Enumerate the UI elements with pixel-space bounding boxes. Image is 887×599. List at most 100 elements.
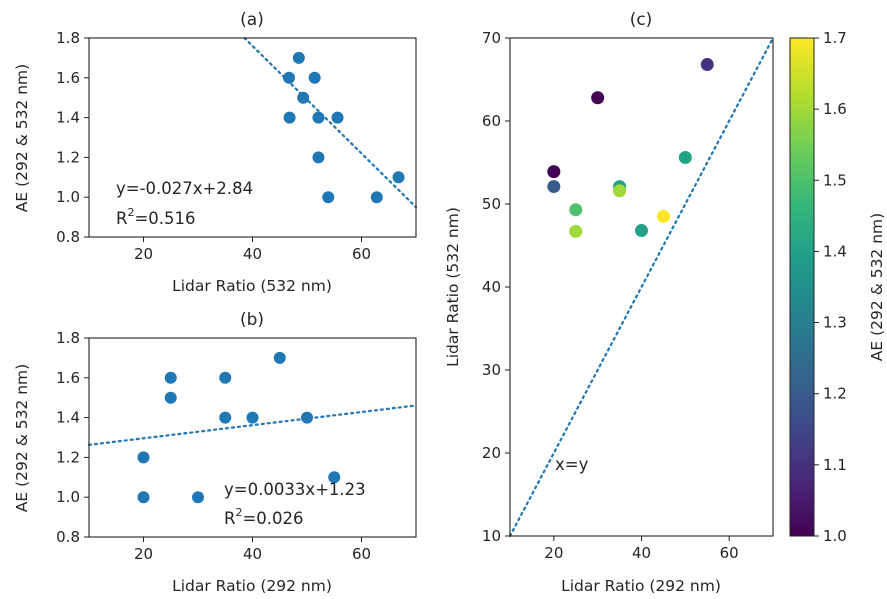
colorbar-tick-label-7: 1.7 bbox=[823, 29, 847, 47]
panel-a-y-tick-label-1: 1.0 bbox=[56, 188, 80, 206]
panel-b-point-4 bbox=[219, 411, 232, 424]
panel-c-y-tick-label-0: 10 bbox=[482, 527, 501, 545]
colorbar-tick-label-4: 1.4 bbox=[823, 242, 847, 260]
panel-a-title: (a) bbox=[240, 10, 264, 30]
panel-a-point-1 bbox=[283, 71, 296, 84]
panel-b-y-tick-label-3: 1.4 bbox=[56, 409, 80, 427]
panel-a-point-5 bbox=[312, 111, 325, 124]
panel-b: (b) 20 40 60 0.8 1.0 1.2 1.4 1.6 1.8 Lidar Rati… bbox=[13, 310, 418, 595]
panel-c-xy-annotation: x=y bbox=[555, 455, 589, 474]
panel-a-x-tick-label-2: 60 bbox=[352, 245, 371, 263]
colorbar: 1.0 1.1 1.2 1.3 1.4 1.5 1.6 1.7 AE (292 & 532 n… bbox=[789, 29, 886, 545]
panel-c-y-tick-label-3: 40 bbox=[482, 278, 501, 296]
panel-b-point-2 bbox=[219, 371, 232, 384]
panel-b-r-exponent: 2 bbox=[235, 506, 242, 519]
panel-c-y-tick-label-6: 70 bbox=[482, 29, 501, 47]
colorbar-gradient bbox=[789, 37, 815, 537]
panel-a-point-3 bbox=[297, 91, 310, 104]
panel-b-x-tick-label-0: 20 bbox=[134, 545, 153, 563]
colorbar-tick-label-6: 1.6 bbox=[823, 100, 847, 118]
panel-b-y-tick-label-1: 1.0 bbox=[56, 488, 80, 506]
panel-b-point-9 bbox=[137, 491, 150, 504]
colorbar-label: AE (292 & 532 nm) bbox=[868, 213, 886, 361]
panel-c-y-ticks: 10 20 30 40 50 60 70 bbox=[482, 29, 510, 545]
panel-c-point-0 bbox=[700, 58, 714, 72]
panel-a-point-0 bbox=[292, 51, 305, 64]
panel-b-point-0 bbox=[273, 351, 286, 364]
panel-c-y-tick-label-4: 50 bbox=[482, 195, 501, 213]
panel-c-x-tick-label-0: 20 bbox=[544, 544, 563, 562]
panel-c-x-ticks: 20 40 60 bbox=[544, 536, 739, 562]
panel-b-r-value: =0.026 bbox=[242, 509, 303, 528]
panel-a-x-label: Lidar Ratio (532 nm) bbox=[172, 277, 332, 295]
panel-a-y-tick-label-4: 1.6 bbox=[56, 69, 80, 87]
panel-b-x-ticks: 20 40 60 bbox=[134, 537, 371, 563]
panel-b-fit-line bbox=[87, 404, 418, 446]
panel-b-x-tick-label-2: 60 bbox=[352, 545, 371, 563]
panel-c-x-label: Lidar Ratio (292 nm) bbox=[561, 577, 721, 595]
panel-b-point-7 bbox=[137, 451, 150, 464]
panel-b-y-tick-label-4: 1.6 bbox=[56, 369, 80, 387]
panel-a-r-squared: R2=0.516 bbox=[116, 206, 196, 228]
panel-c-point-8 bbox=[656, 209, 670, 223]
panel-a-r-value: =0.516 bbox=[134, 209, 195, 228]
panel-a-point-7 bbox=[312, 151, 325, 164]
panel-c-y-tick-label-1: 20 bbox=[482, 444, 501, 462]
panel-c-y-tick-label-2: 30 bbox=[482, 361, 501, 379]
panel-c-point-6 bbox=[613, 184, 627, 198]
panel-a-y-ticks: 0.8 1.0 1.2 1.4 1.6 1.8 bbox=[56, 29, 89, 246]
panel-b-point-3 bbox=[164, 391, 177, 404]
panel-b-frame bbox=[88, 337, 417, 538]
panel-a-fit-equation: y=-0.027x+2.84 bbox=[116, 179, 253, 198]
panel-c-marks bbox=[508, 36, 775, 538]
panel-a-x-tick-label-0: 20 bbox=[134, 245, 153, 263]
panel-c-point-2 bbox=[547, 165, 561, 179]
panel-c-point-3 bbox=[547, 180, 561, 194]
panel-c-point-4 bbox=[678, 151, 692, 165]
panel-a-point-2 bbox=[308, 71, 321, 84]
panel-a-y-tick-label-5: 1.8 bbox=[56, 29, 80, 47]
panel-a-point-10 bbox=[370, 191, 383, 204]
colorbar-tick-label-3: 1.3 bbox=[823, 314, 847, 332]
panel-c-title: (c) bbox=[630, 10, 653, 30]
panel-a-point-9 bbox=[322, 191, 335, 204]
panel-b-point-10 bbox=[192, 491, 204, 504]
panel-c-y-tick-label-5: 60 bbox=[482, 112, 501, 130]
panel-b-y-tick-label-5: 1.8 bbox=[56, 329, 80, 347]
panel-a-r-symbol: R bbox=[116, 209, 127, 228]
panel-b-marks bbox=[87, 351, 418, 504]
panel-b-y-tick-label-2: 1.2 bbox=[56, 448, 80, 466]
panel-c-x-tick-label-1: 40 bbox=[632, 544, 651, 562]
panel-c: (c) 20 40 60 10 20 30 40 50 60 70 Lidar Ratio (2… bbox=[444, 10, 775, 595]
panel-b-point-8 bbox=[328, 471, 341, 484]
panel-c-point-10 bbox=[635, 224, 648, 238]
panel-a-frame bbox=[88, 37, 417, 238]
panel-c-identity-line bbox=[508, 36, 775, 538]
panel-c-point-7 bbox=[569, 203, 583, 217]
panel-a-point-6 bbox=[331, 111, 344, 124]
panel-b-x-tick-label-1: 40 bbox=[243, 545, 262, 563]
panel-b-point-1 bbox=[164, 371, 177, 384]
panel-b-y-label: AE (292 & 532 nm) bbox=[13, 364, 31, 512]
panel-a-x-ticks: 20 40 60 bbox=[134, 237, 371, 263]
panel-a-x-tick-label-1: 40 bbox=[243, 245, 262, 263]
panel-c-x-tick-label-2: 60 bbox=[720, 544, 739, 562]
colorbar-tick-label-1: 1.1 bbox=[823, 456, 847, 474]
panel-a-y-label: AE (292 & 532 nm) bbox=[13, 64, 31, 212]
panel-b-x-label: Lidar Ratio (292 nm) bbox=[172, 577, 332, 595]
panel-c-y-label: Lidar Ratio (532 nm) bbox=[444, 207, 462, 367]
panel-a-point-4 bbox=[283, 111, 296, 124]
panel-a-marks bbox=[243, 36, 418, 209]
panel-b-y-ticks: 0.8 1.0 1.2 1.4 1.6 1.8 bbox=[56, 329, 89, 546]
panel-a-point-8 bbox=[392, 171, 405, 184]
panel-b-r-squared: R2=0.026 bbox=[224, 506, 304, 528]
panel-a-y-tick-label-0: 0.8 bbox=[56, 228, 80, 246]
panel-c-point-9 bbox=[569, 224, 583, 238]
panel-a-fit-line bbox=[243, 36, 418, 209]
panel-a: (a) 20 40 60 0.8 1.0 1.2 1.4 1.6 1.8 Lidar Rati… bbox=[13, 10, 418, 295]
colorbar-ticks: 1.0 1.1 1.2 1.3 1.4 1.5 1.6 1.7 bbox=[814, 29, 847, 545]
panel-c-point-1 bbox=[591, 91, 605, 105]
panel-b-y-tick-label-0: 0.8 bbox=[56, 528, 80, 546]
panel-a-r-exponent: 2 bbox=[127, 206, 134, 219]
